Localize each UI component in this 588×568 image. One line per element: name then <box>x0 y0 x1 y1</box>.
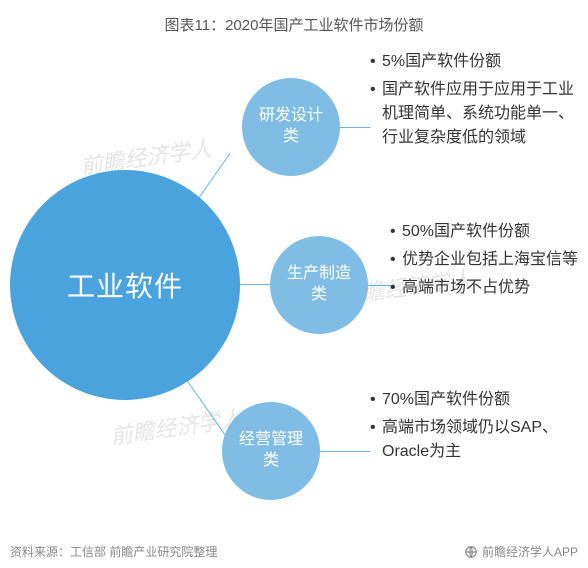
bullet-mgmt-0: 70%国产软件份额 <box>370 388 570 412</box>
bullets-rd: 5%国产软件份额国产软件应用于应用于工业机理简单、系统功能单一、行业复杂度低的领… <box>370 50 575 154</box>
bullet-mfg-2: 高端市场不占优势 <box>390 276 580 300</box>
node-mfg-label: 生产制造类 <box>287 264 351 306</box>
source-line: 资料来源：工信部 前瞻产业研究院整理 <box>10 543 217 560</box>
bullet-mfg-0: 50%国产软件份额 <box>390 220 580 244</box>
bullet-rd-1: 国产软件应用于应用于工业机理简单、系统功能单一、行业复杂度低的领域 <box>370 78 575 150</box>
bullets-mfg: 50%国产软件份额优势企业包括上海宝信等高端市场不占优势 <box>390 220 580 304</box>
bullet-mgmt-1: 高端市场领域仍以SAP、Oracle为主 <box>370 416 570 464</box>
connector-3 <box>336 127 370 128</box>
app-credit: 前瞻经济学人APP <box>464 543 578 560</box>
chart-title: 图表11：2020年国产工业软件市场份额 <box>0 0 588 35</box>
bullet-mfg-1: 优势企业包括上海宝信等 <box>390 248 580 272</box>
node-mfg: 生产制造类 <box>270 236 368 334</box>
footer: 资料来源：工信部 前瞻产业研究院整理 前瞻经济学人APP <box>10 543 578 560</box>
connector-4 <box>364 285 392 286</box>
diagram-canvas: 前瞻经济学人 前瞻经济学人 前瞻经济学人 工业软件 研发设计类生产制造类经营管理… <box>0 40 588 520</box>
node-mgmt: 经营管理类 <box>222 402 320 500</box>
globe-icon <box>464 545 478 559</box>
bullet-rd-0: 5%国产软件份额 <box>370 50 575 74</box>
source-text: 工信部 前瞻产业研究院整理 <box>70 545 217 559</box>
node-mgmt-label: 经营管理类 <box>239 430 303 472</box>
source-label: 资料来源： <box>10 545 70 559</box>
node-main: 工业软件 <box>10 170 240 400</box>
app-label: 前瞻经济学人APP <box>482 543 578 560</box>
node-main-label: 工业软件 <box>67 265 183 305</box>
node-rd: 研发设计类 <box>242 78 340 176</box>
node-rd-label: 研发设计类 <box>259 106 323 148</box>
bullets-mgmt: 70%国产软件份额高端市场领域仍以SAP、Oracle为主 <box>370 388 570 468</box>
connector-5 <box>316 451 370 452</box>
